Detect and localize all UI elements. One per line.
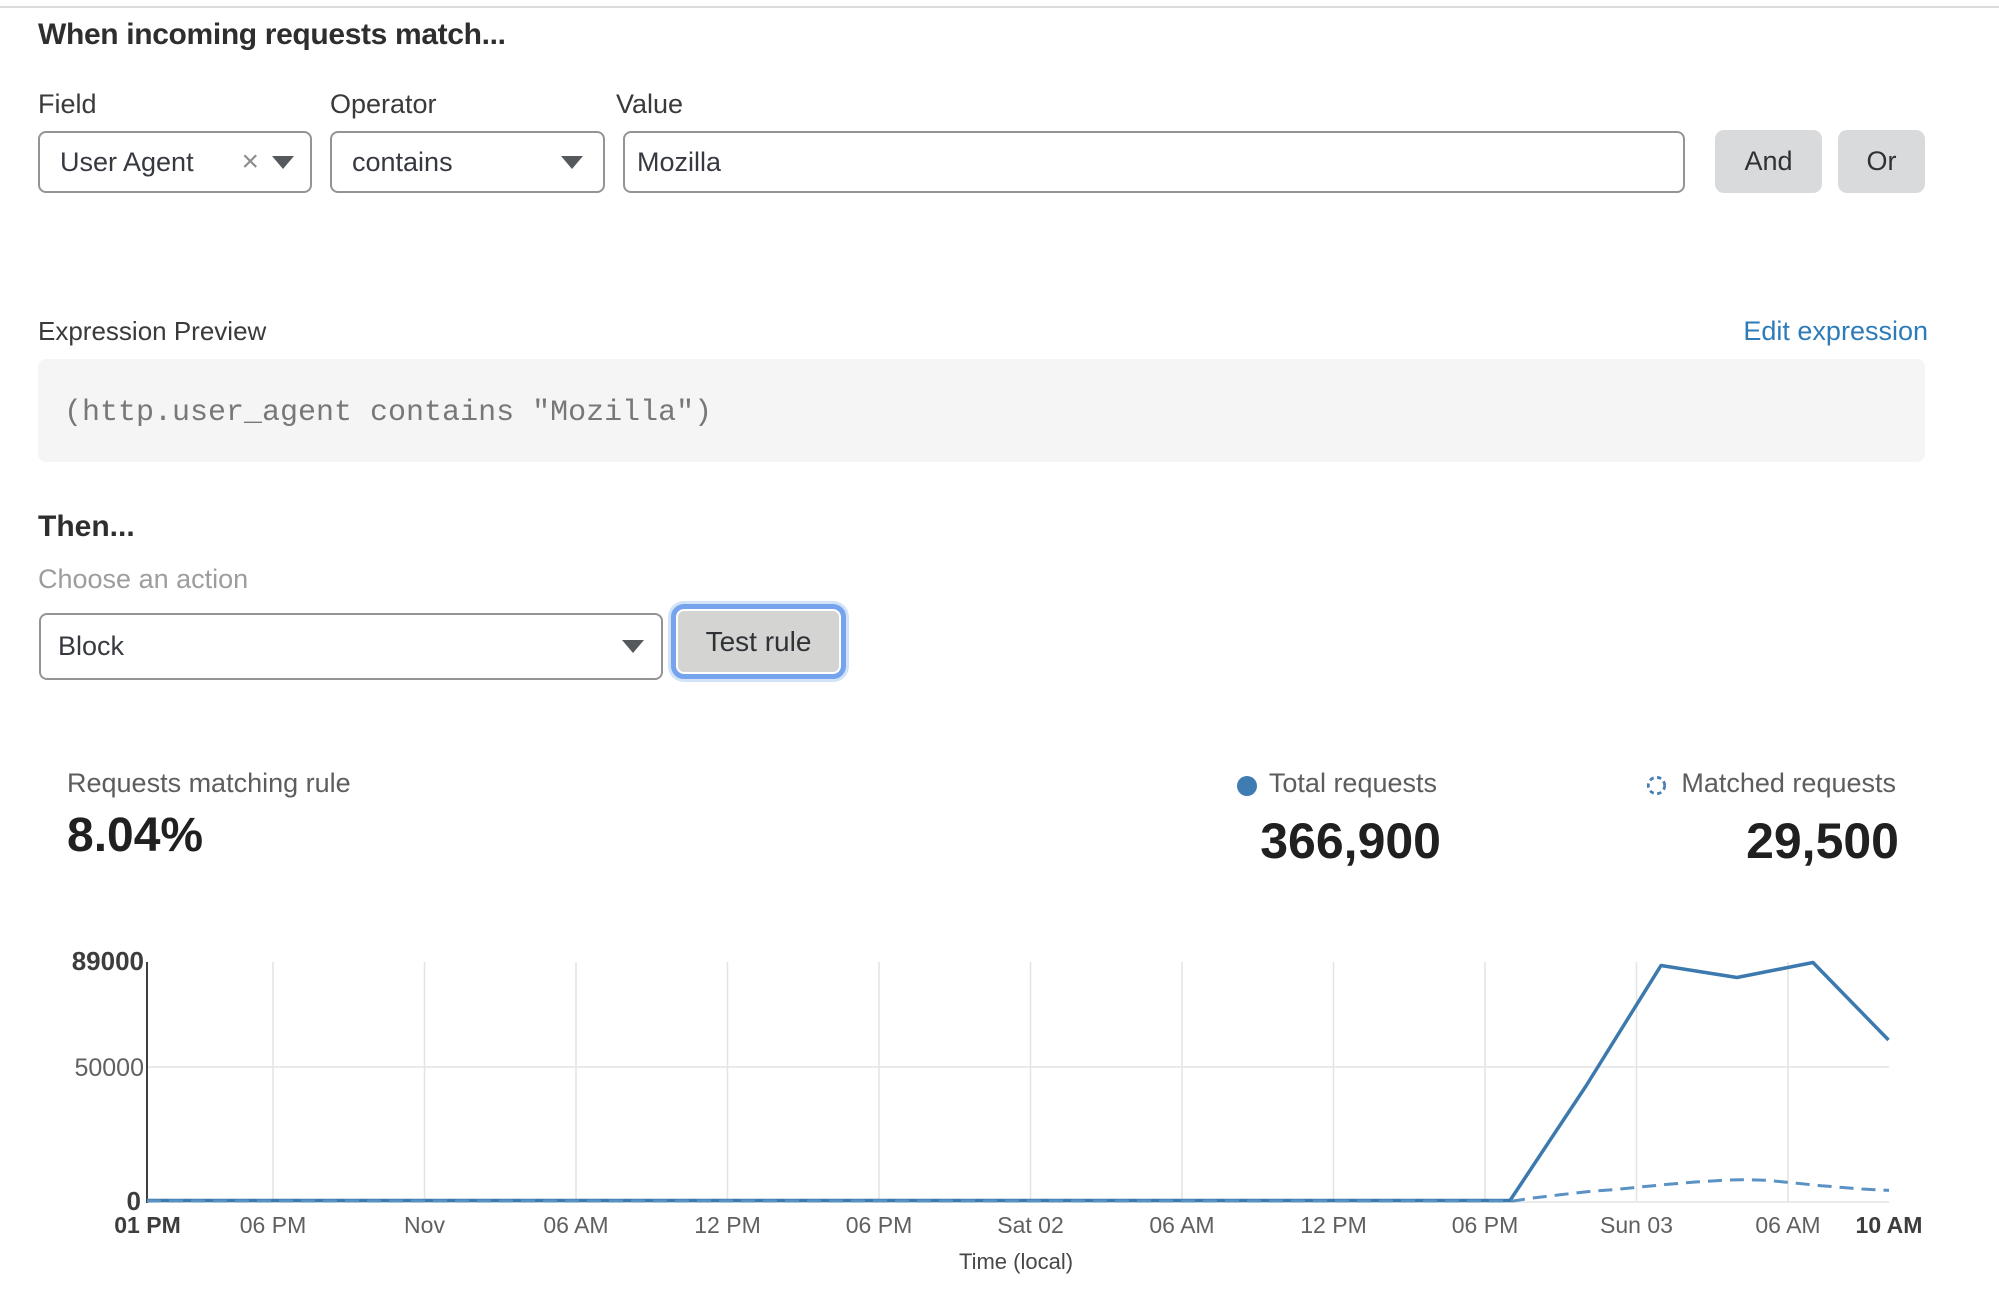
svg-text:0: 0 [127, 1186, 141, 1216]
svg-text:12 PM: 12 PM [1300, 1212, 1366, 1238]
svg-text:06 PM: 06 PM [240, 1212, 306, 1238]
svg-text:06 PM: 06 PM [846, 1212, 912, 1238]
svg-text:Time (local): Time (local) [959, 1249, 1073, 1274]
svg-text:50000: 50000 [74, 1054, 144, 1082]
svg-text:Sun 03: Sun 03 [1600, 1212, 1673, 1238]
svg-text:89000: 89000 [72, 946, 144, 976]
svg-text:06 AM: 06 AM [1149, 1212, 1214, 1238]
svg-text:01 PM: 01 PM [114, 1212, 180, 1238]
svg-text:06 PM: 06 PM [1452, 1212, 1518, 1238]
svg-text:06 AM: 06 AM [543, 1212, 608, 1238]
svg-text:10 AM: 10 AM [1856, 1212, 1923, 1238]
svg-text:Nov: Nov [404, 1212, 445, 1238]
svg-text:06 AM: 06 AM [1755, 1212, 1820, 1238]
svg-text:12 PM: 12 PM [694, 1212, 760, 1238]
svg-text:Sat 02: Sat 02 [997, 1212, 1064, 1238]
